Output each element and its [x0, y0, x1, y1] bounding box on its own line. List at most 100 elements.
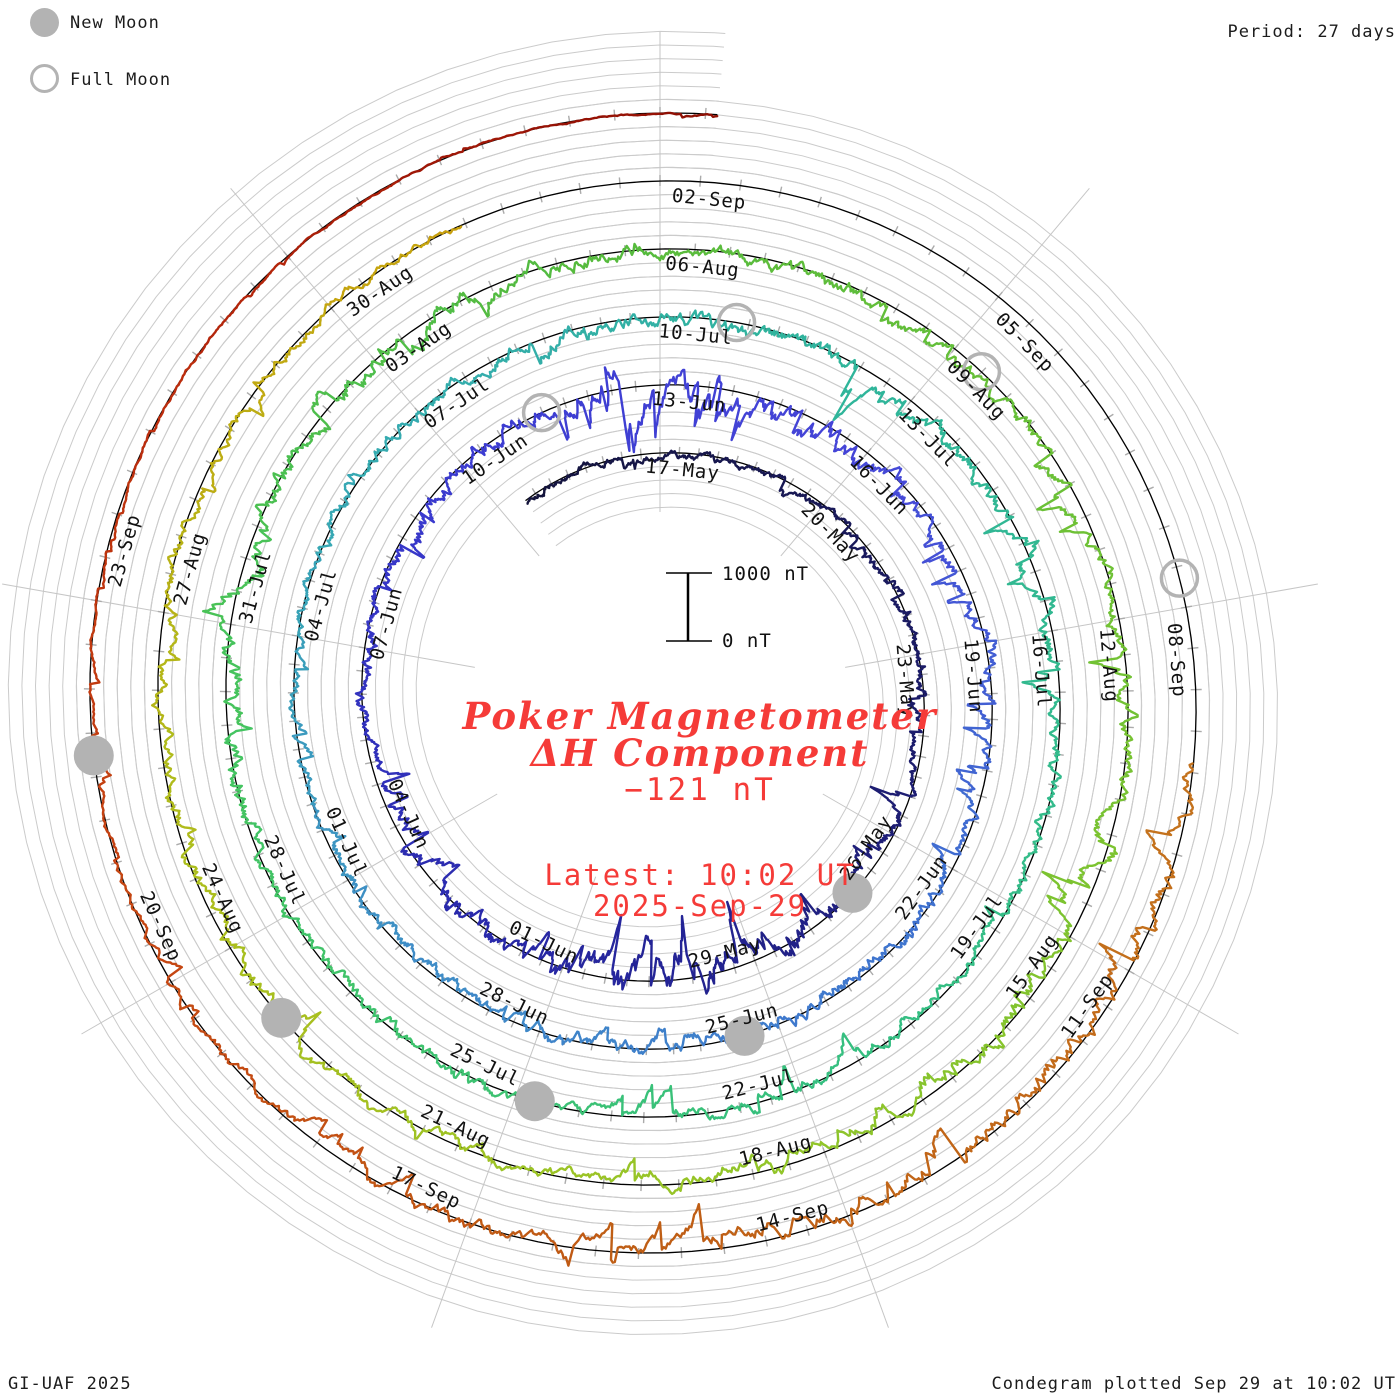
dh-trace-segment: [844, 931, 914, 985]
dh-trace-segment: [963, 1063, 1051, 1164]
credit-annotation: GI-UAF 2025: [8, 1374, 132, 1394]
dh-trace-segment: [286, 915, 355, 992]
dh-trace-segment: [771, 473, 822, 509]
full-moon-marker: [961, 352, 1002, 392]
dh-trace-segment: [912, 508, 958, 573]
dh-trace-segment: [358, 1157, 472, 1229]
dh-trace-segment: [315, 472, 359, 554]
dh-trace-segment: [708, 1065, 804, 1121]
dh-trace-segment: [163, 500, 202, 618]
date-ring-label: 08-Sep: [1163, 622, 1191, 698]
dh-trace-segment: [361, 716, 411, 785]
new-moon-icon: [30, 8, 59, 37]
period-annotation: Period: 27 days: [1227, 22, 1396, 42]
dh-trace-segment: [501, 931, 569, 975]
dh-trace-segment: [383, 520, 426, 585]
dh-trace-segment: [918, 1022, 1007, 1098]
dh-trace-segment: [1041, 828, 1118, 935]
date-ring-label: 29-May: [686, 933, 764, 973]
dh-trace-segment: [1006, 539, 1056, 633]
dh-trace-segment: [355, 412, 420, 478]
dh-trace-segment: [611, 1083, 712, 1121]
dh-trace-segment: [956, 898, 1012, 981]
dh-trace-segment: [253, 1082, 364, 1160]
dh-trace-segment: [861, 546, 905, 601]
dh-trace-segment: [224, 723, 253, 825]
dh-trace-segment: [715, 1141, 825, 1178]
dh-trace-segment: [830, 352, 907, 421]
dh-trace-segment: [324, 240, 430, 306]
dh-trace-segment: [391, 1106, 495, 1164]
dh-trace-segment: [890, 598, 920, 656]
date-ring-label: 15-Aug: [1001, 930, 1062, 1003]
plotted-annotation: Condegram plotted Sep 29 at 10:02 UT: [991, 1374, 1396, 1394]
dh-trace-segment: [969, 465, 1029, 543]
dh-trace-segment: [1008, 813, 1045, 902]
new-moon-marker: [73, 735, 114, 776]
dh-trace-segment: [88, 601, 101, 735]
dh-trace-segment: [1093, 724, 1134, 831]
dh-trace-segment: [168, 984, 256, 1085]
dh-trace-segment: [151, 615, 181, 731]
dh-trace-segment: [523, 112, 662, 133]
dh-trace-segment: [819, 505, 866, 551]
dh-trace-segment: [657, 244, 765, 267]
full-moon-marker: [1159, 558, 1200, 598]
new-moon-marker: [514, 1081, 555, 1122]
dh-trace-segment: [564, 913, 630, 991]
dh-trace-segment: [351, 988, 432, 1054]
dh-trace-segment: [380, 782, 430, 851]
dh-trace-segment: [603, 456, 662, 470]
dh-trace-segment: [714, 456, 774, 478]
dh-trace-segment: [555, 242, 660, 274]
dh-trace-segment: [180, 840, 238, 949]
scale-top-label: 1000 nT: [722, 563, 810, 585]
dh-trace-segment: [94, 473, 135, 604]
dh-trace-segment: [762, 258, 863, 299]
dh-trace-segment: [219, 622, 244, 726]
dh-trace-segment: [860, 296, 955, 357]
dh-trace-segment: [657, 309, 748, 335]
dh-trace-segment: [658, 449, 718, 464]
dh-trace-segment: [596, 1203, 725, 1264]
latest-value: −121 nT: [624, 772, 776, 808]
new-moon-label: New Moon: [70, 13, 160, 33]
dh-trace-segment: [1098, 846, 1176, 962]
dh-trace-segment: [469, 1218, 600, 1267]
dh-trace-segment: [427, 225, 463, 243]
dh-trace-segment: [467, 991, 544, 1033]
dh-trace-segment: [589, 366, 661, 454]
dh-trace-segment: [202, 528, 272, 626]
full-moon-icon: [30, 64, 59, 93]
dh-trace-segment: [908, 860, 947, 939]
dh-trace-segment: [402, 941, 470, 994]
dh-trace-segment: [308, 360, 376, 443]
dh-trace-segment: [250, 822, 289, 918]
dh-trace-segment: [354, 648, 373, 719]
dh-trace-segment: [776, 979, 848, 1028]
dh-trace-segment: [896, 411, 973, 469]
dh-trace-segment: [460, 419, 521, 469]
dh-trace-segment: [657, 368, 729, 428]
date-ring-label: 18-Aug: [737, 1131, 815, 1171]
dh-trace-segment: [1041, 721, 1062, 816]
full-moon-marker: [716, 302, 757, 343]
chart-title-line1: Poker Magnetometer: [462, 694, 938, 738]
dh-trace-segment: [792, 420, 861, 466]
dh-trace-segment: [312, 803, 355, 881]
dh-trace-segment: [931, 570, 991, 643]
dh-trace-segment: [1145, 762, 1194, 849]
scale-bottom-label: 0 nT: [722, 630, 772, 652]
dh-trace-segment: [1048, 956, 1118, 1069]
dh-trace-segment: [1002, 932, 1072, 1026]
dh-trace-segment: [626, 914, 694, 987]
new-moon-marker: [832, 872, 873, 913]
dh-trace-segment: [603, 1157, 718, 1196]
dh-trace-segment: [618, 1027, 702, 1055]
dh-trace-segment: [550, 461, 606, 488]
dh-trace-segment: [857, 459, 920, 512]
dh-trace-segment: [372, 300, 460, 367]
dh-trace-segment: [132, 354, 199, 476]
dh-trace-segment: [887, 978, 960, 1049]
